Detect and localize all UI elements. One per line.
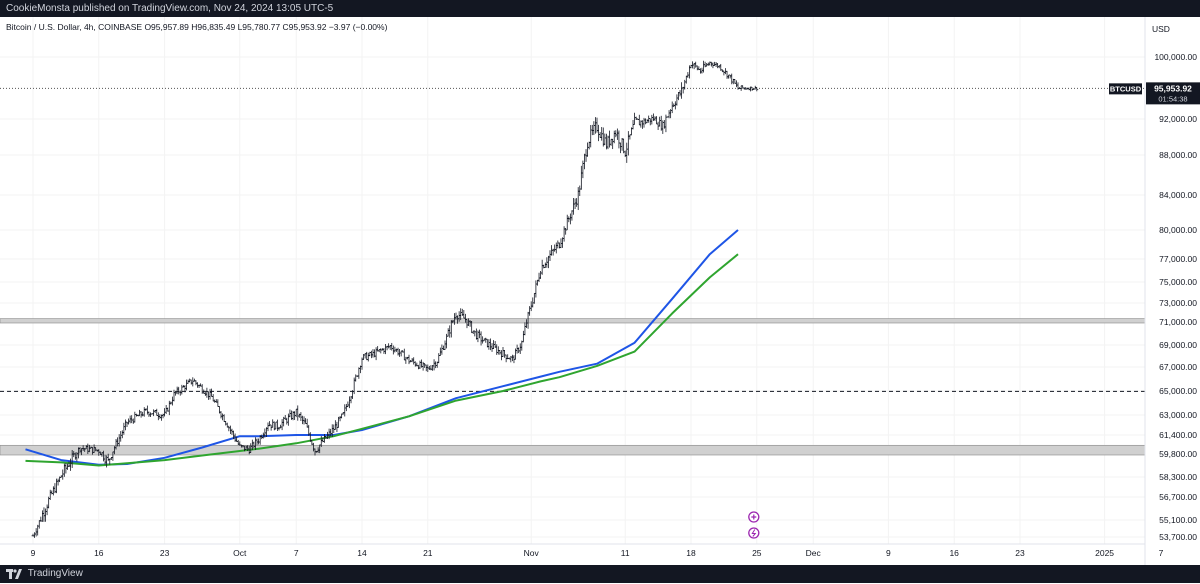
price-tick-label: 92,000.00 — [1159, 114, 1197, 124]
price-tick-label: 77,000.00 — [1159, 254, 1197, 264]
publish-header-bar: CookieMonsta published on TradingView.co… — [0, 0, 1200, 17]
price-chart[interactable]: USD 100,000.00 92,000.00 88,000.00 84,000.00… — [0, 17, 1200, 565]
symbol-title[interactable]: Bitcoin / U.S. Dollar, 4h, COINBASE — [6, 22, 143, 32]
change-value: −3.97 (−0.00%) — [328, 22, 388, 32]
time-tick-label: Oct — [233, 548, 247, 558]
price-tick-label: 100,000.00 — [1154, 52, 1197, 62]
price-tick-label: 58,300.00 — [1159, 472, 1197, 482]
time-tick-label: 23 — [1015, 548, 1025, 558]
time-tick-label: 14 — [357, 548, 367, 558]
last-price-badge — [1146, 82, 1200, 105]
time-tick-label: 9 — [886, 548, 891, 558]
open-value: O95,957.89 — [144, 22, 189, 32]
time-tick-label: 18 — [686, 548, 696, 558]
symbol-legend: Bitcoin / U.S. Dollar, 4h, COINBASE O95,… — [6, 22, 387, 32]
sr-zone — [0, 318, 1146, 324]
time-tick-label: 25 — [752, 548, 762, 558]
time-tick-label: 23 — [160, 548, 170, 558]
price-tick-label: 59,800.00 — [1159, 449, 1197, 459]
price-tick-label: 63,000.00 — [1159, 410, 1197, 420]
candle-countdown: 01:54:38 — [1158, 94, 1187, 103]
chart-area[interactable]: USD 100,000.00 92,000.00 88,000.00 84,000.00… — [0, 17, 1200, 565]
price-tick-label: 73,000.00 — [1159, 298, 1197, 308]
price-tick-label: 56,700.00 — [1159, 492, 1197, 502]
sr-zone — [0, 444, 1146, 456]
price-tick-label: 67,000.00 — [1159, 362, 1197, 372]
price-tick-label: 53,700.00 — [1159, 532, 1197, 542]
close-value: C95,953.92 — [282, 22, 327, 32]
price-tick-label: 55,100.00 — [1159, 515, 1197, 525]
moving-average-green — [25, 253, 739, 467]
time-tick-label: 16 — [94, 548, 104, 558]
lightning-bolt — [751, 529, 757, 537]
symbol-tag-text: BTCUSD — [1110, 84, 1142, 93]
time-tick-label: 2025 — [1095, 548, 1114, 558]
price-tick-label: 69,000.00 — [1159, 340, 1197, 350]
high-value: H96,835.49 — [191, 22, 236, 32]
symbol-tag — [1109, 83, 1142, 95]
time-tick-label: 21 — [423, 548, 433, 558]
last-price-value: 95,953.92 — [1154, 83, 1192, 93]
low-value: L95,780.77 — [237, 22, 281, 32]
price-tick-label: 88,000.00 — [1159, 150, 1197, 160]
time-tick-label: Nov — [524, 548, 540, 558]
time-tick-label: 9 — [31, 548, 36, 558]
price-tick-label: 84,000.00 — [1159, 190, 1197, 200]
time-tick-label: 7 — [294, 548, 299, 558]
publish-info: CookieMonsta published on TradingView.co… — [6, 3, 334, 14]
price-tick-label: 61,400.00 — [1159, 430, 1197, 440]
plus-sign — [751, 514, 757, 520]
price-tick-label: 65,000.00 — [1159, 386, 1197, 396]
tradingview-logo-icon — [6, 569, 22, 579]
price-tick-label: 80,000.00 — [1159, 225, 1197, 235]
currency-label: USD — [1152, 24, 1170, 34]
time-tick-label: 11 — [621, 548, 630, 558]
brand-name: TradingView — [27, 568, 83, 579]
price-tick-label: 71,000.00 — [1159, 317, 1197, 327]
price-axis[interactable] — [1146, 17, 1200, 565]
time-tick-label: Dec — [806, 548, 822, 558]
time-tick-label: 7 — [1159, 548, 1164, 558]
price-tick-label: 75,000.00 — [1159, 277, 1197, 287]
tradingview-footer: TradingView — [0, 565, 1200, 583]
time-tick-label: 16 — [949, 548, 959, 558]
